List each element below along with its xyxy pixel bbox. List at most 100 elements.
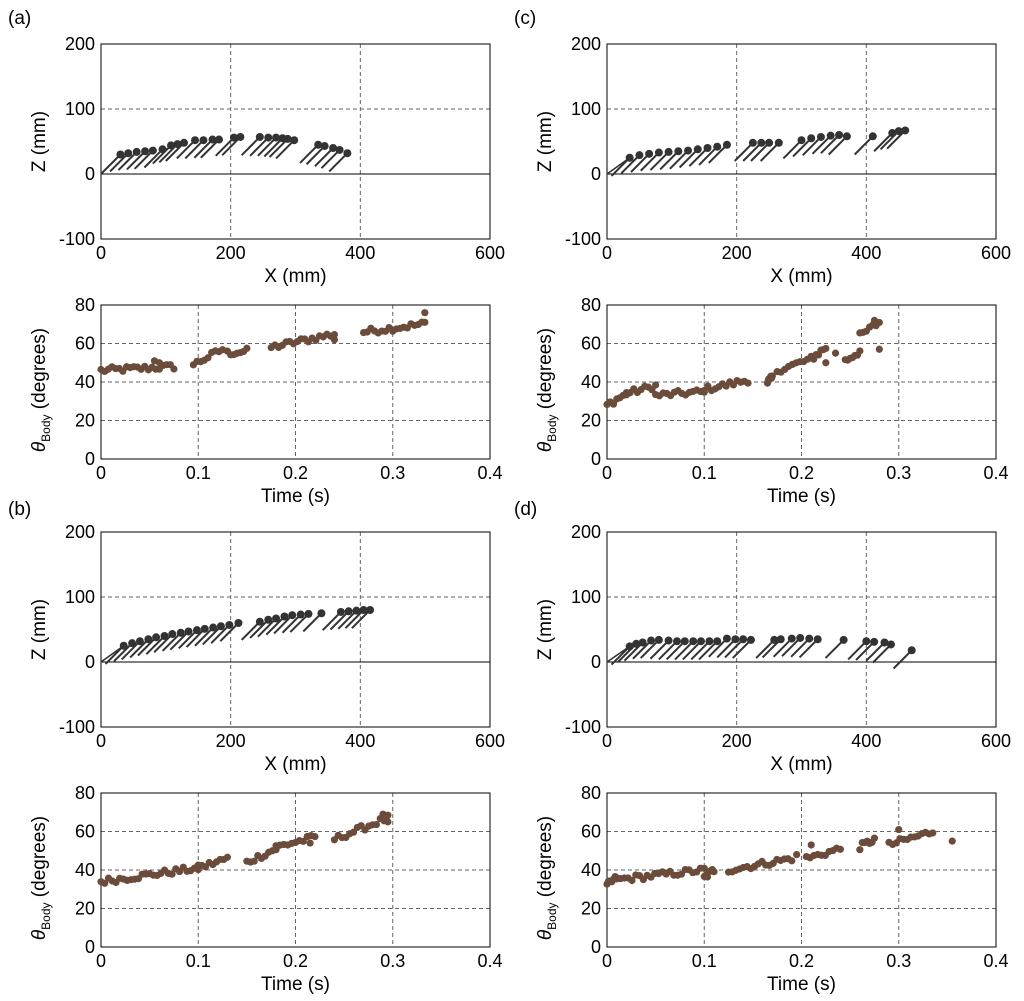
panel-c-traj-head-point	[713, 142, 722, 151]
panel-d-traj-head-point	[705, 637, 714, 646]
panel-b-theta-xtick-label: 0.3	[380, 951, 405, 971]
panel-label-b: (b)	[8, 499, 31, 520]
panel-a-traj-head-point	[124, 149, 133, 158]
panel-c-traj-body-segment	[640, 151, 660, 172]
panel-d-traj-head-point	[839, 635, 848, 644]
panel-a-traj-body-segment	[200, 138, 220, 159]
panel-d-theta-ytick-label: 80	[581, 783, 601, 803]
panel-b-traj-ylabel: Z (mm)	[29, 599, 50, 660]
panel-a-traj-body-segment	[126, 150, 146, 171]
panel-c-traj-ytick-label: 0	[591, 164, 601, 184]
panel-a-theta-point	[243, 344, 251, 352]
panel-a-traj-body-segment	[263, 137, 284, 158]
panel-b-traj-body-segment	[178, 629, 198, 650]
panel-c-traj-body-segment	[708, 144, 728, 164]
panel-a-theta-ytick-label: 0	[85, 449, 95, 469]
panel-d-traj-ylabel: Z (mm)	[535, 599, 556, 660]
panel-b-traj-head-point	[144, 635, 153, 644]
panel-b-traj-ytick-label: 0	[85, 652, 95, 672]
panel-a-traj-ytick-label: 0	[85, 164, 95, 184]
panel-b-traj-head-point	[225, 620, 234, 629]
panel-d-traj-ytick-label: -100	[565, 717, 601, 737]
panel-d-traj-head-point	[886, 640, 895, 649]
panel-a-traj-head-point	[191, 136, 200, 145]
panel-c-theta-ylabel-rest: (degrees)	[535, 328, 556, 415]
panel-c-theta-point	[831, 349, 840, 357]
panel-d-traj-head-point	[638, 638, 647, 647]
panel-c-theta-ytick-label: 60	[581, 334, 601, 354]
panel-d-theta-ytick-label: 0	[591, 937, 601, 957]
panel-b-traj-head-point	[336, 607, 345, 616]
panel-a-traj-body-segment	[314, 147, 334, 167]
panel-c-theta-xtick-label: 0.2	[789, 463, 814, 483]
panel-d-theta-xtick-label: 0.3	[886, 951, 911, 971]
panel-c-traj-head-point	[816, 132, 825, 141]
panel-group-a: (a)	[8, 8, 31, 29]
panel-c-traj-body-segment	[678, 148, 699, 169]
panel-d-traj-body-segment	[698, 640, 718, 661]
panel-d-theta-point	[929, 829, 937, 837]
panel-a-traj-head-point	[229, 133, 238, 142]
panel-c-traj-ytick-label: 200	[571, 34, 601, 54]
panel-b-traj-head-point	[216, 622, 225, 631]
panel-d-traj-ytick-label: 0	[591, 652, 601, 672]
panel-b-traj-body-segment	[194, 626, 214, 647]
panel-b-traj-body-segment	[185, 628, 206, 648]
panel-a-theta-xtick-label: 0.1	[186, 463, 211, 483]
panel-c-traj-body-segment	[659, 150, 680, 171]
panel-b-traj-head-point	[280, 612, 289, 621]
panel-a-traj-head-point	[335, 145, 344, 154]
panel-b-traj-body-segment	[121, 640, 141, 661]
panel-d-traj-body-segment	[872, 643, 892, 664]
panel-d-theta-ylabel-rest: (degrees)	[535, 816, 556, 903]
panel-c-traj-head-point	[684, 146, 693, 155]
panel-d-traj-head-point	[731, 635, 740, 644]
panel-a-traj-head-point	[272, 133, 281, 142]
panel-d-traj-head-point	[787, 634, 796, 643]
panel-a-traj-body-segment	[305, 145, 326, 165]
panel-a-traj-ytick-label: 100	[65, 99, 95, 119]
panel-b-theta-point	[379, 810, 387, 818]
panel-c-theta-xtick-label: 0.4	[983, 463, 1008, 483]
panel-a-theta-point	[204, 354, 212, 362]
panel-b-traj-body-segment	[113, 642, 133, 663]
panel-d-traj-body-segment	[732, 639, 752, 659]
panel-c-traj-body-segment	[820, 134, 840, 154]
panel-d-theta-point	[895, 825, 903, 834]
panel-a-traj-head-point	[255, 132, 264, 141]
panel-a-theta-xtick-label: 0.4	[477, 463, 502, 483]
panel-b-traj-body-segment	[273, 614, 293, 635]
panel-c-theta-point	[870, 316, 879, 324]
panel-b-traj-body-segment	[240, 620, 261, 641]
panel-a-traj-body-segment	[158, 143, 179, 164]
panel-b-theta-ytick-label: 20	[75, 899, 95, 919]
panel-a-traj-body-segment	[275, 139, 295, 160]
panel-c-theta-frame	[606, 304, 997, 460]
panel-c-traj-head-point	[645, 149, 654, 158]
panel-group-c: (c)	[514, 8, 536, 29]
panel-d-theta-point	[948, 837, 956, 845]
panel-a-traj-xlabel: X (mm)	[264, 266, 326, 287]
panel-b-traj-body-segment	[169, 630, 190, 651]
panel-d-theta-ylabel-sub: Body	[545, 902, 559, 929]
panel-c-traj-body-segment	[886, 129, 906, 150]
panel-b-traj-body-segment	[249, 619, 269, 639]
panel-a-theta-xtick-label: 0.3	[380, 463, 405, 483]
panel-b-traj-head-point	[344, 607, 353, 616]
panel-b-traj-head-point	[234, 619, 243, 627]
panel-b-traj-body-segment	[322, 611, 342, 631]
panel-b-traj-head-point	[255, 617, 264, 626]
panel-b-traj-head-point	[272, 614, 281, 623]
panel-c-theta-plot: 0 0.1 0.2 0.3 0.4 0 20 40 60 80 Time (s) θBody (deg…	[535, 295, 1009, 507]
panel-c-traj-body-segment	[630, 153, 650, 173]
panel-b-traj-body-segment	[351, 609, 371, 629]
panel-a-theta-point	[330, 336, 338, 344]
panel-d-traj-body-segment	[632, 639, 652, 660]
panel-d-traj-xtick-label: 600	[981, 731, 1011, 751]
panel-c-traj-body-segment	[698, 145, 718, 166]
panel-b-theta-frame	[100, 792, 491, 948]
panel-b-traj-body-segment	[145, 635, 166, 655]
panel-d-traj-frame	[606, 531, 997, 728]
panel-d-theta-xtick-label: 0.1	[692, 951, 717, 971]
panel-b-theta-point	[223, 853, 232, 861]
